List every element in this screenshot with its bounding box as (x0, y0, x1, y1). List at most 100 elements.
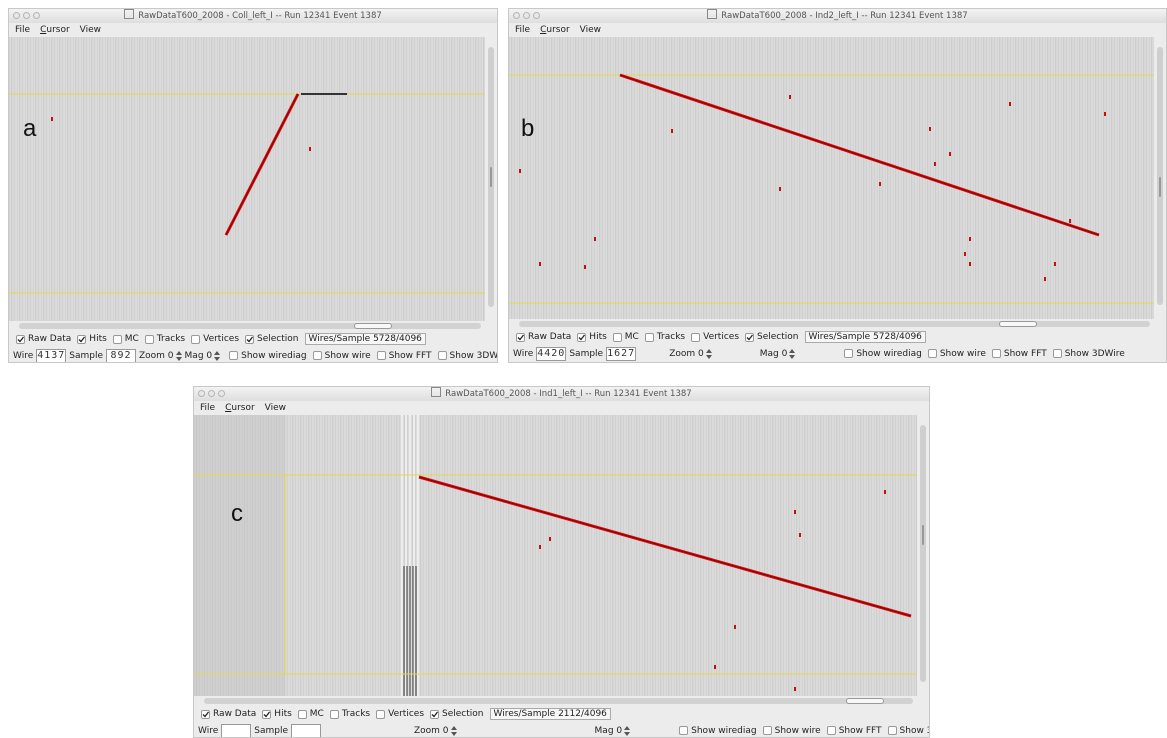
scroll-track (488, 47, 494, 307)
menu-item[interactable]: File (515, 23, 530, 37)
checkbox[interactable] (191, 335, 200, 344)
checkbox[interactable] (330, 710, 339, 719)
checkbox-label: Tracks (342, 709, 370, 719)
vertical-scrollbar[interactable] (917, 415, 929, 696)
scroll-thumb[interactable] (490, 167, 492, 187)
checkbox[interactable] (430, 710, 439, 719)
checkbox[interactable] (827, 726, 836, 735)
menu-bar: File Cursor View (9, 23, 497, 37)
checkbox[interactable] (245, 335, 254, 344)
isolated-hit (884, 490, 886, 494)
menu-bar: File Cursor View (194, 401, 929, 415)
zoom-select[interactable]: Zoom 0 (139, 351, 182, 361)
checkbox[interactable] (888, 726, 897, 735)
window-button[interactable] (198, 390, 205, 397)
checkbox[interactable] (201, 710, 210, 719)
menu-item[interactable]: Cursor (540, 23, 570, 37)
checkbox[interactable] (516, 333, 525, 342)
mag-select[interactable]: Mag 0 (185, 351, 221, 361)
window: RawDataT600_2008 - Coll_left_I -- Run 12… (8, 8, 498, 363)
checkbox[interactable] (377, 351, 386, 360)
menu-item[interactable]: File (200, 401, 215, 415)
scroll-thumb[interactable] (922, 525, 924, 545)
checkbox-label: Tracks (657, 332, 685, 342)
checkbox[interactable] (262, 710, 271, 719)
checkbox[interactable] (645, 333, 654, 342)
isolated-hit (969, 237, 971, 241)
sample-label: Sample (69, 351, 103, 361)
zoom-select[interactable]: Zoom 0 (669, 349, 712, 359)
window-button[interactable] (218, 390, 225, 397)
checkbox[interactable] (16, 335, 25, 344)
wire-label: Wire (513, 349, 533, 359)
checkbox[interactable] (113, 335, 122, 344)
arrow-down (624, 732, 630, 736)
checkbox[interactable] (577, 333, 586, 342)
horizontal-scrollbar[interactable] (194, 696, 929, 706)
checkbox[interactable] (145, 335, 154, 344)
vertical-scrollbar[interactable] (485, 37, 497, 321)
menu-item[interactable]: Cursor (225, 401, 255, 415)
scroll-thumb[interactable] (354, 323, 392, 329)
check-path (79, 337, 85, 342)
event-display: a (9, 37, 485, 321)
checkbox[interactable] (745, 333, 754, 342)
window-button[interactable] (533, 12, 540, 19)
check-mark (78, 336, 85, 343)
checkbox[interactable] (613, 333, 622, 342)
window-title: RawDataT600_2008 - Coll_left_I -- Run 12… (138, 11, 382, 21)
checkbox[interactable] (928, 349, 937, 358)
check-mark (246, 336, 253, 343)
isolated-hit (594, 237, 596, 241)
mag-select[interactable]: Mag 0 (595, 726, 631, 736)
arrow-up (176, 351, 182, 355)
x-icon (707, 9, 717, 19)
checkbox[interactable] (438, 351, 447, 360)
checkbox[interactable] (763, 726, 772, 735)
checkbox[interactable] (77, 335, 86, 344)
zoom-text: Zoom 0 (139, 351, 174, 361)
checkbox[interactable] (313, 351, 322, 360)
zoom-select[interactable]: Zoom 0 (414, 726, 457, 736)
title-bar: RawDataT600_2008 - Coll_left_I -- Run 12… (9, 9, 497, 23)
checkbox[interactable] (691, 333, 700, 342)
spin-arrows (789, 349, 795, 359)
checkbox[interactable] (229, 351, 238, 360)
checkbox[interactable] (1053, 349, 1062, 358)
option-label: Show FFT (1004, 349, 1047, 359)
checkbox[interactable] (992, 349, 1001, 358)
isolated-hit (789, 95, 791, 99)
checkbox[interactable] (679, 726, 688, 735)
window-button[interactable] (23, 12, 30, 19)
scroll-thumb[interactable] (999, 321, 1037, 327)
window-button[interactable] (13, 12, 20, 19)
window-title: RawDataT600_2008 - Ind2_left_I -- Run 12… (721, 11, 967, 21)
menu-item[interactable]: View (265, 401, 286, 415)
checkbox-label: Hits (589, 332, 607, 342)
window-buttons (513, 12, 540, 19)
scroll-thumb[interactable] (846, 698, 884, 704)
checkbox-label: Vertices (388, 709, 424, 719)
scroll-thumb[interactable] (1159, 177, 1161, 197)
mag-select[interactable]: Mag 0 (760, 349, 796, 359)
checkbox[interactable] (844, 349, 853, 358)
window-button[interactable] (33, 12, 40, 19)
menu-item[interactable]: Cursor (40, 23, 70, 37)
horizontal-scrollbar[interactable] (509, 319, 1166, 329)
menu-item[interactable]: View (580, 23, 601, 37)
window: RawDataT600_2008 - Ind1_left_I -- Run 12… (193, 386, 930, 738)
window-button[interactable] (523, 12, 530, 19)
menu-item[interactable]: File (15, 23, 30, 37)
checkbox[interactable] (376, 710, 385, 719)
window-button[interactable] (513, 12, 520, 19)
window-button[interactable] (208, 390, 215, 397)
horizontal-scrollbar[interactable] (9, 321, 497, 331)
checkbox[interactable] (298, 710, 307, 719)
wires-sample: Wires/Sample 5728/4096 (305, 333, 426, 345)
arrow-down (706, 355, 712, 359)
vertical-scrollbar[interactable] (1154, 37, 1166, 319)
menu-item[interactable]: View (80, 23, 101, 37)
